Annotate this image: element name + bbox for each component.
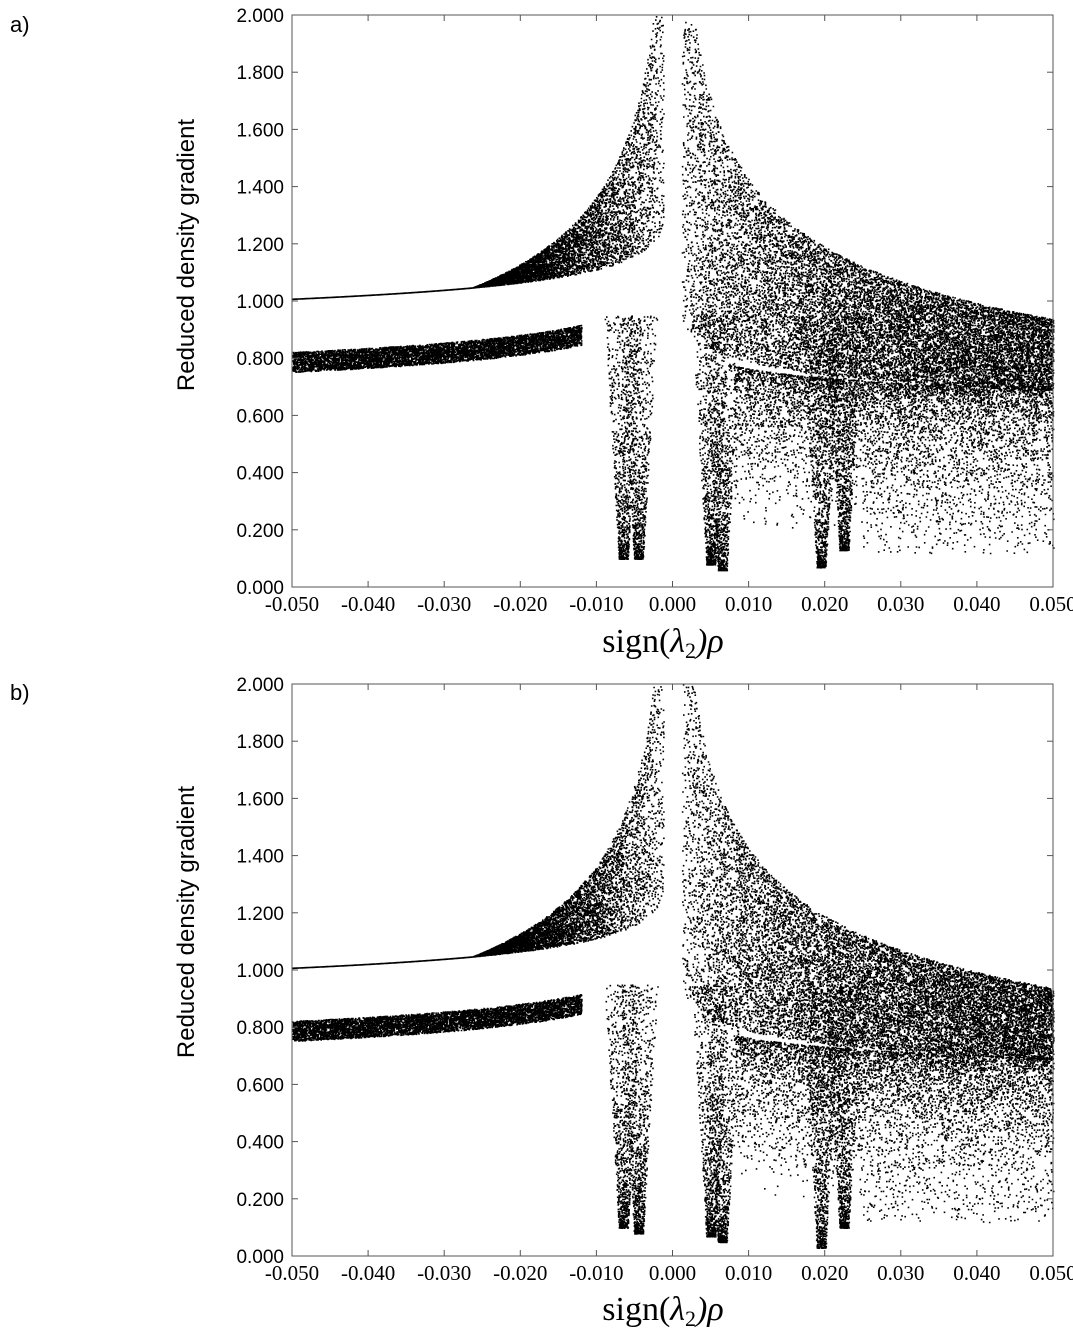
y-tick-label: 0.600 <box>236 1075 284 1096</box>
x-tick-label: -0.040 <box>341 592 395 616</box>
y-axis-label-b: Reduced density gradient <box>173 786 200 1059</box>
y-axis-a: 0.000 0.200 0.400 0.600 0.800 1.000 1.200 1.400… <box>236 6 1053 599</box>
x-tick-label: -0.030 <box>417 592 471 616</box>
x-axis-label-b: sign(λ2)ρ <box>602 1291 723 1331</box>
x-tick-label: -0.010 <box>569 592 623 616</box>
x-axis-label-a: sign(λ2)ρ <box>602 623 723 663</box>
scatter-points-b <box>292 684 1055 1249</box>
scatter-points <box>292 16 1055 572</box>
x-tick-label: 0.010 <box>725 1261 772 1285</box>
y-tick-label: 2.000 <box>236 675 284 696</box>
x-tick-label: 0.030 <box>877 592 924 616</box>
panel-b: b) 0.000 0.200 0.400 0.600 0.800 1.000 1.200 1.… <box>10 675 1073 1331</box>
x-tick-label: 0.000 <box>649 592 696 616</box>
y-tick-label: 0.600 <box>236 406 284 427</box>
y-tick-label: 0.200 <box>236 1190 284 1211</box>
panel-label-b: b) <box>10 680 30 705</box>
x-tick-label: 0.000 <box>649 1261 696 1285</box>
y-tick-label: 1.800 <box>236 732 284 753</box>
y-tick-label: 0.400 <box>236 1133 284 1154</box>
y-tick-label: 1.000 <box>236 961 284 982</box>
y-tick-label: 0.000 <box>236 1247 284 1268</box>
x-tick-label: 0.050 <box>1029 592 1073 616</box>
y-tick-label: 1.600 <box>236 120 284 141</box>
y-tick-label: 0.400 <box>236 464 284 485</box>
y-tick-label: 1.800 <box>236 63 284 84</box>
x-tick-label: 0.010 <box>725 592 772 616</box>
y-tick-label: 0.800 <box>236 1018 284 1039</box>
x-tick-label: 0.020 <box>801 1261 848 1285</box>
y-tick-label: 1.400 <box>236 178 284 199</box>
y-tick-label: 0.000 <box>236 578 284 599</box>
x-tick-label: -0.020 <box>493 592 547 616</box>
x-tick-label: -0.050 <box>265 592 319 616</box>
x-tick-label: -0.010 <box>569 1261 623 1285</box>
x-tick-label: 0.030 <box>877 1261 924 1285</box>
y-tick-label: 1.200 <box>236 904 284 925</box>
plot-frame-b <box>291 683 1054 1257</box>
x-axis-b: -0.050 -0.040 -0.030 -0.020 -0.010 0.000 0.010… <box>265 684 1073 1285</box>
y-tick-label: 1.400 <box>236 847 284 868</box>
x-tick-label: -0.040 <box>341 1261 395 1285</box>
x-tick-label: -0.030 <box>417 1261 471 1285</box>
panel-a: a) 0.000 0.200 0.400 0.600 0.800 1.000 1.200 1.… <box>10 6 1073 663</box>
x-tick-label: -0.050 <box>265 1261 319 1285</box>
scatter-points-a <box>292 16 1055 572</box>
x-tick-label: 0.040 <box>953 1261 1000 1285</box>
x-tick-label: -0.020 <box>493 1261 547 1285</box>
y-tick-label: 0.200 <box>236 521 284 542</box>
y-tick-label: 1.000 <box>236 292 284 313</box>
x-tick-label: 0.040 <box>953 592 1000 616</box>
panel-label-a: a) <box>10 12 30 37</box>
y-tick-label: 1.600 <box>236 789 284 810</box>
scatter-points <box>292 684 1055 1249</box>
y-axis-b: 0.000 0.200 0.400 0.600 0.800 1.000 1.200 1.400… <box>236 675 1053 1268</box>
y-tick-label: 0.800 <box>236 349 284 370</box>
y-axis-label-a: Reduced density gradient <box>173 119 200 392</box>
x-tick-label: 0.050 <box>1029 1261 1073 1285</box>
y-tick-label: 1.200 <box>236 235 284 256</box>
x-axis-a: -0.050 -0.040 -0.030 -0.020 -0.010 0.000 0.010… <box>265 15 1073 616</box>
x-tick-label: 0.020 <box>801 592 848 616</box>
y-tick-label: 2.000 <box>236 6 284 27</box>
